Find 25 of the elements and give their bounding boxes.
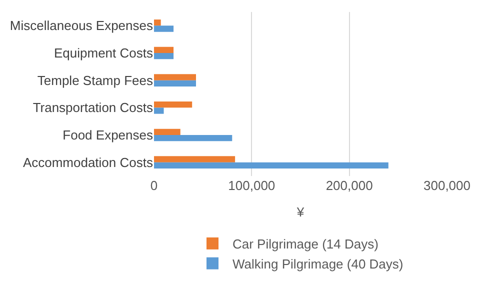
legend-label: Walking Pilgrimage (40 Days) (232, 256, 404, 272)
bar (154, 108, 164, 114)
x-tick-label: 100,000 (228, 178, 276, 193)
y-tick-label: Transportation Costs (32, 100, 154, 116)
y-tick-label: Accommodation Costs (22, 154, 154, 170)
bar (154, 20, 161, 26)
y-tick-label: Equipment Costs (54, 46, 154, 61)
bar (154, 156, 236, 162)
bar (154, 128, 180, 135)
y-tick-label: Temple Stamp Fees (37, 72, 154, 88)
bar (154, 80, 196, 86)
bar (154, 53, 174, 60)
bar (154, 46, 174, 53)
bar (154, 102, 192, 108)
bar (154, 162, 388, 168)
x-tick-label: 0 (150, 178, 158, 193)
y-tick-label: Food Expenses (62, 128, 154, 143)
x-tick-label: 300,000 (424, 178, 470, 193)
x-axis-title: ¥ (296, 204, 305, 220)
bar (154, 74, 196, 80)
y-tick-label: Miscellaneous Expenses (10, 18, 154, 34)
bar (154, 26, 174, 32)
x-tick-label: 200,000 (326, 178, 373, 193)
bar (154, 135, 232, 142)
legend-label: Car Pilgrimage (14 Days) (232, 236, 378, 252)
